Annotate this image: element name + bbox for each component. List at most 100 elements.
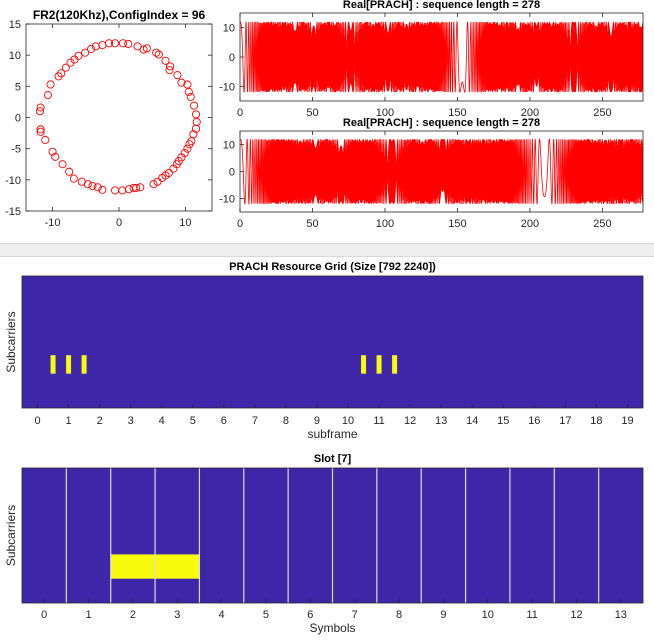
x-tick-label: 10 — [342, 415, 354, 427]
x-tick-label: 11 — [373, 415, 384, 427]
scatter-point — [91, 42, 100, 51]
x-tick-label: 50 — [306, 107, 318, 119]
plot-area — [26, 24, 212, 211]
bottom-figure: PRACH Resource Grid (Size [792 2240]) 0 1 2… — [0, 257, 654, 639]
bottom-figure-svg: PRACH Resource Grid (Size [792 2240])0 1 2… — [4, 261, 644, 635]
scatter-point — [48, 147, 57, 156]
scatter-point — [184, 87, 193, 96]
chart-title: Real[PRACH] : sequence length = 278 — [343, 0, 540, 11]
grid-background — [22, 276, 643, 408]
x-tick-label: 13 — [435, 415, 447, 427]
scatter-point — [186, 92, 195, 101]
x-tick-label: 7 — [252, 415, 258, 427]
x-tick-label: 19 — [621, 415, 633, 427]
x-tick-label: 8 — [396, 609, 402, 621]
x-tick-label: 4 — [219, 609, 225, 621]
scatter-point — [110, 186, 120, 195]
x-tick-label: 9 — [314, 415, 320, 427]
x-tick-label: 14 — [466, 415, 478, 427]
chart-title: Real[PRACH] : sequence length = 278 — [343, 117, 540, 129]
chart-title: Slot [7] — [314, 453, 352, 465]
scatter-point — [87, 44, 96, 53]
x-tick-label: 0 — [237, 107, 243, 119]
scatter-point — [149, 180, 158, 189]
constellation-chart: FR2(120Khz),ConfigIndex = 96 -10 0 10 -15 -10… — [5, 8, 213, 229]
y-axis-label: Subcarriers — [4, 505, 18, 566]
prach-symbol-allocation — [155, 554, 200, 579]
scatter-point — [98, 185, 107, 194]
scatter-point — [161, 56, 170, 65]
x-tick-label: 17 — [559, 415, 571, 427]
x-tick-label: 250 — [593, 218, 611, 230]
scatter-point — [153, 177, 162, 186]
y-axis-label: Subcarriers — [4, 311, 18, 372]
scatter-point — [169, 164, 178, 173]
x-tick-label: 5 — [263, 609, 269, 621]
waveform-chart-1: Real[PRACH] : sequence length = 278 0 50 10… — [219, 0, 644, 119]
prach-allocation — [66, 355, 72, 374]
y-tick-label: -10 — [219, 81, 235, 93]
scatter-point — [152, 48, 161, 57]
scatter-point — [58, 160, 67, 169]
x-tick-label: 11 — [526, 609, 537, 621]
scatter-point — [104, 39, 114, 48]
x-tick-label: 100 — [376, 107, 394, 119]
x-tick-label: 6 — [307, 609, 313, 621]
scatter-point — [124, 39, 133, 48]
x-tick-label: 2 — [97, 415, 103, 427]
scatter-point — [183, 144, 192, 153]
scatter-point — [129, 183, 138, 192]
scatter-point — [36, 127, 45, 136]
scatter-point — [69, 174, 78, 183]
figure-separator — [0, 243, 654, 257]
x-tick-label: 5 — [190, 415, 196, 427]
x-tick-label: 16 — [528, 415, 540, 427]
scatter-point — [81, 48, 90, 57]
x-tick-label: 12 — [570, 609, 582, 621]
scatter-point — [173, 71, 182, 80]
scatter-point — [61, 63, 70, 72]
x-tick-label: 100 — [376, 218, 394, 230]
waveform-line — [240, 137, 643, 205]
scatter-point — [88, 182, 97, 191]
x-tick-label: 0 — [34, 415, 40, 427]
waveform-chart-2: Real[PRACH] : sequence length = 278 0 50 10… — [219, 117, 644, 230]
prach-symbol-allocation — [110, 554, 156, 579]
x-tick-label: 150 — [448, 218, 466, 230]
scatter-point — [77, 177, 86, 186]
y-tick-label: 0 — [229, 52, 235, 64]
scatter-point — [36, 103, 45, 112]
top-figure-svg: FR2(120Khz),ConfigIndex = 96-10 0 10-15-10… — [5, 0, 644, 230]
scatter-point — [165, 66, 174, 75]
x-tick-label: 8 — [283, 415, 289, 427]
y-tick-label: 0 — [229, 167, 235, 179]
y-tick-label: 10 — [223, 140, 235, 152]
x-tick-label: 1 — [66, 415, 72, 427]
y-tick-label: 0 — [15, 113, 21, 125]
scatter-point — [118, 39, 128, 48]
prach-allocation — [376, 355, 382, 374]
scatter-point — [183, 80, 192, 89]
y-tick-label: -5 — [11, 144, 21, 156]
x-axis-label: subframe — [307, 427, 357, 441]
x-tick-label: 7 — [352, 609, 358, 621]
x-tick-label: 3 — [128, 415, 134, 427]
x-tick-label: 10 — [179, 217, 191, 229]
x-tick-label: 0 — [237, 218, 243, 230]
x-tick-label: 250 — [593, 107, 611, 119]
scatter-point — [154, 50, 163, 59]
scatter-point — [190, 101, 199, 110]
axes-frame — [21, 275, 644, 409]
slot-chart: Slot [7]0 1 2 3 4 5 6 7 8 9 10 11 12 13SymbolsSubcarr… — [4, 453, 644, 635]
scatter-point — [110, 39, 120, 48]
x-tick-label: 0 — [116, 217, 122, 229]
top-figure: FR2(120Khz),ConfigIndex = 96 -10 0 10 -15 -10… — [0, 0, 654, 243]
scatter-point — [41, 135, 50, 144]
x-tick-label: 3 — [174, 609, 180, 621]
chart-title: FR2(120Khz),ConfigIndex = 96 — [33, 8, 206, 22]
scatter-point — [166, 62, 175, 71]
scatter-point — [65, 167, 74, 176]
scatter-point — [51, 152, 60, 161]
waveform-line — [240, 20, 643, 94]
x-tick-label: 10 — [482, 609, 494, 621]
